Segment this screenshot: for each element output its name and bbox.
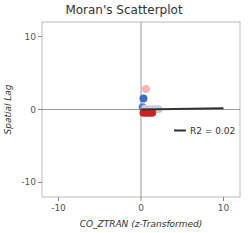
legend: R2 = 0.02 [174,126,235,136]
x-tick [223,197,224,201]
legend-swatch [174,130,186,132]
y-tick-label: -10 [21,177,36,187]
chart: Moran's Scatterplot -10 0 10 -10 0 10 CO_ZTRAN … [0,0,248,233]
y-tick-label: 10 [25,32,37,42]
plot-area [42,22,240,197]
x-tick-label: 0 [138,203,144,213]
x-tick [141,197,142,201]
scatter-point [139,95,147,103]
trend-line [141,108,224,109]
y-tick [38,182,42,183]
x-axis-label: CO_ZTRAN (z-Transformed) [80,219,203,229]
x-tick-label: -10 [51,203,66,213]
legend-label: R2 = 0.02 [190,126,235,136]
y-axis-label: Spatial Lag [3,84,13,134]
x-tick [58,197,59,201]
y-tick-label: 0 [30,105,36,115]
y-tick [38,36,42,37]
scatter-point [142,85,150,93]
x-tick-label: 10 [218,203,230,213]
plot-frame [42,22,240,197]
title: Moran's Scatterplot [65,3,183,17]
y-tick [38,109,42,110]
